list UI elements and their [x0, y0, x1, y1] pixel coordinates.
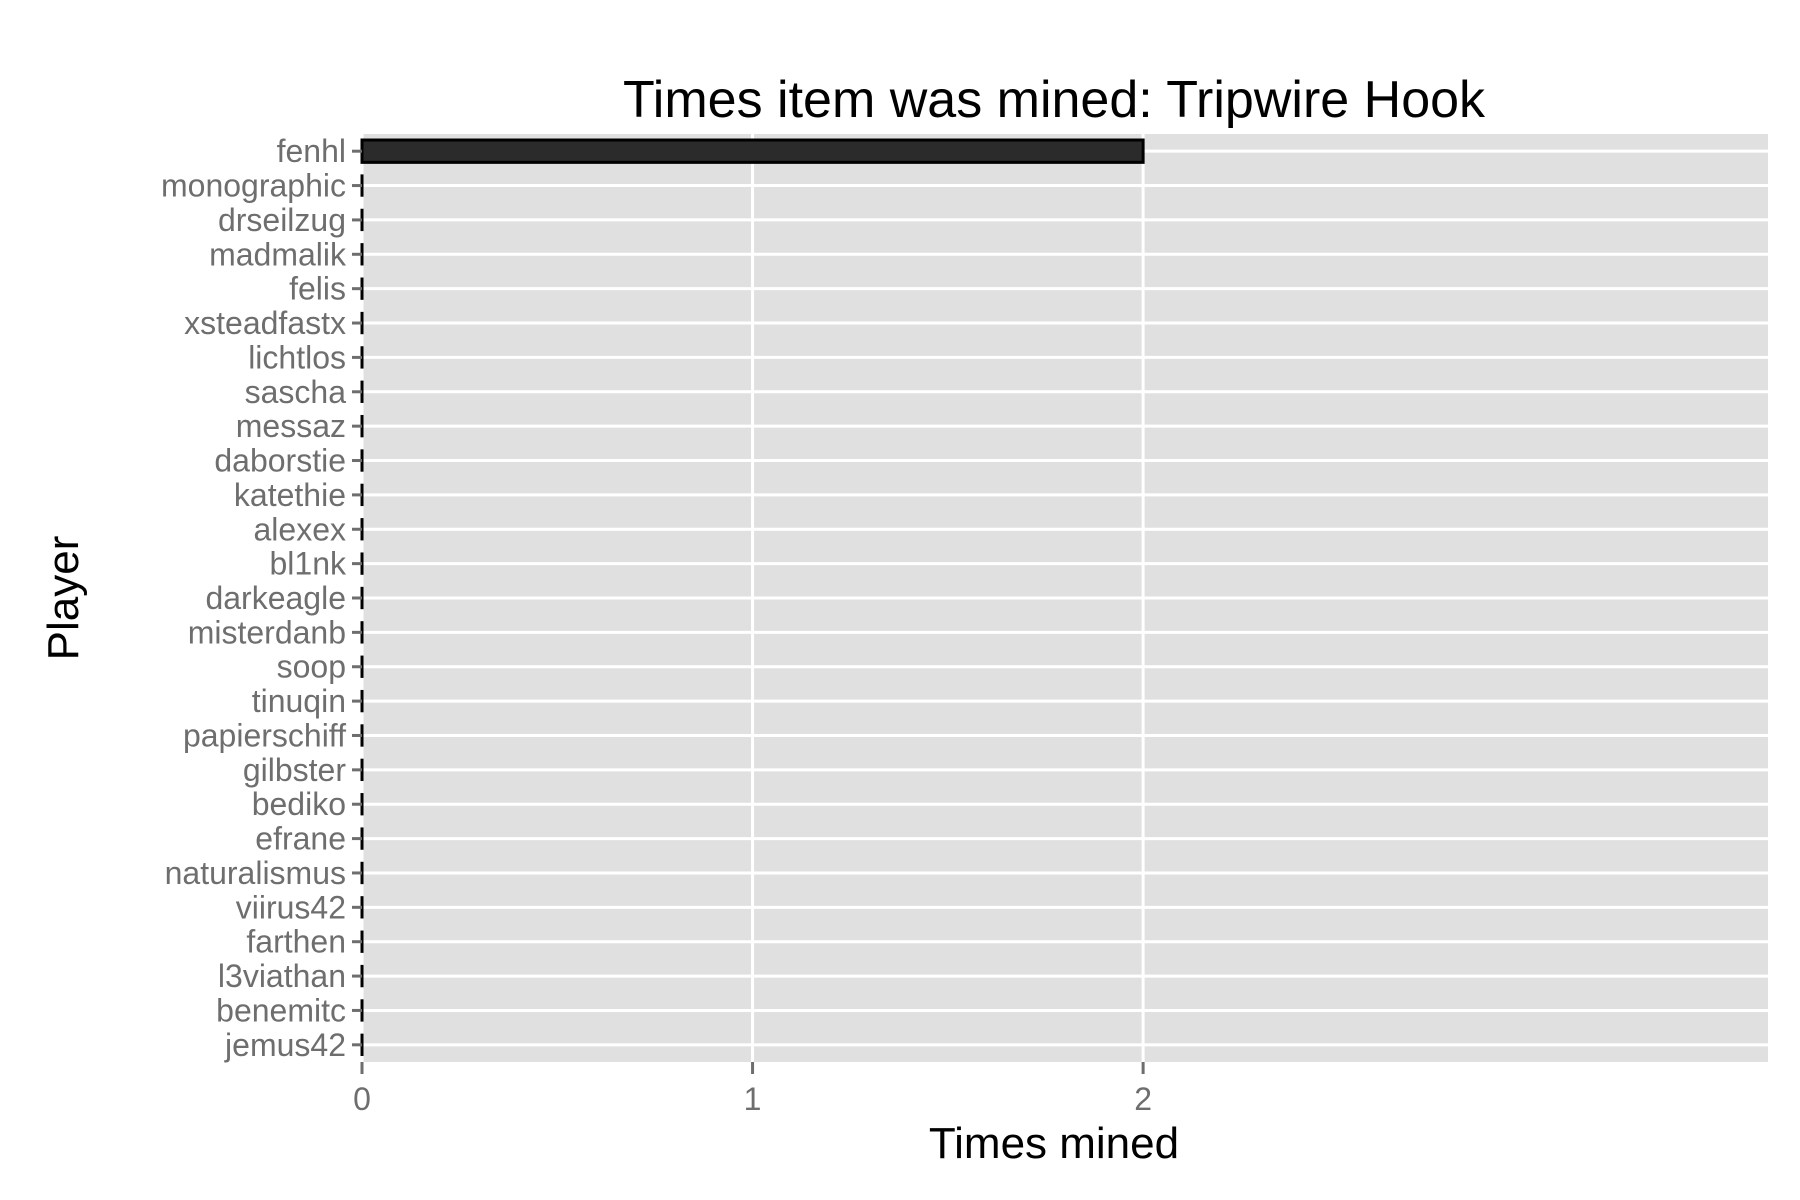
y-tick-label-benemitc: benemitc — [216, 992, 346, 1028]
y-axis-title: Player — [39, 536, 88, 661]
y-tick-label-soop: soop — [277, 649, 346, 685]
y-tick-label-efrane: efrane — [255, 821, 346, 857]
y-tick-label-naturalismus: naturalismus — [165, 855, 346, 891]
x-axis-title: Times mined — [929, 1119, 1179, 1168]
y-tick-label-bediko: bediko — [252, 786, 346, 822]
y-tick-label-l3viathan: l3viathan — [218, 958, 346, 994]
bar-fenhl — [360, 138, 1145, 164]
y-tick-label-bl1nk: bl1nk — [270, 546, 348, 582]
y-tick-label-alexex: alexex — [254, 511, 347, 547]
y-tick-label-gilbster: gilbster — [243, 752, 347, 788]
y-tick-label-fenhl: fenhl — [277, 133, 346, 169]
y-tick-label-drseilzug: drseilzug — [218, 202, 346, 238]
y-tick-label-misterdanb: misterdanb — [188, 614, 346, 650]
y-tick-label-katethie: katethie — [234, 477, 346, 513]
y-tick-label-messaz: messaz — [236, 408, 346, 444]
y-tick-label-monographic: monographic — [161, 168, 346, 204]
y-tick-label-felis: felis — [289, 271, 346, 307]
x-tick-label-0: 0 — [353, 1081, 371, 1117]
x-axis: 0 1 2 — [353, 1062, 1152, 1117]
y-tick-label-lichtlos: lichtlos — [248, 339, 346, 375]
y-tick-label-farthen: farthen — [246, 924, 346, 960]
y-tick-label-madmalik: madmalik — [209, 236, 347, 272]
y-tick-label-jemus42: jemus42 — [224, 1027, 346, 1063]
y-tick-label-darkeagle: darkeagle — [205, 580, 346, 616]
y-axis: fenhlmonographicdrseilzugmadmalikfelisxs… — [161, 133, 362, 1063]
x-tick-label-2: 2 — [1134, 1081, 1152, 1117]
y-tick-label-papierschiff: papierschiff — [183, 717, 346, 753]
gridlines — [360, 134, 1768, 1062]
x-tick-label-1: 1 — [744, 1081, 762, 1117]
y-tick-label-daborstie: daborstie — [214, 443, 346, 479]
y-tick-label-sascha: sascha — [245, 374, 347, 410]
y-tick-label-tinuqin: tinuqin — [252, 683, 346, 719]
y-tick-label-viirus42: viirus42 — [236, 889, 346, 925]
chart-title: Times item was mined: Tripwire Hook — [623, 71, 1486, 129]
y-tick-label-xsteadfastx: xsteadfastx — [184, 305, 346, 341]
